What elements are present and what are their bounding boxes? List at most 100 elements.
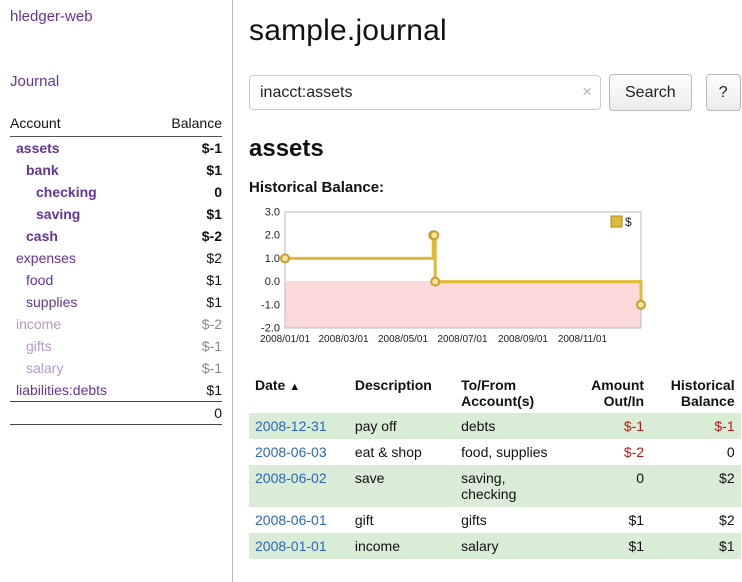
transaction-amount: 0 [636,470,645,486]
transaction-accounts: food, supplies [461,444,548,460]
brand-link[interactable]: hledger-web [10,8,93,25]
account-row: supplies $1 [10,291,222,313]
chart-title: Historical Balance: [249,179,385,196]
search-bar: × Search ? [249,74,741,111]
col-date[interactable]: Date ▲ [255,377,301,393]
register-header-row: Date ▲ Description To/From Account(s) Am… [249,373,741,413]
svg-text:0.0: 0.0 [265,276,280,288]
account-balance: $-2 [201,316,222,332]
transaction-balance: $-1 [714,418,735,434]
register-row: 2008-12-31 pay off debts $-1 $-1 [249,413,741,439]
transaction-balance: $2 [719,512,735,528]
help-button[interactable]: ? [705,74,741,111]
account-link-food[interactable]: food [26,272,54,288]
transaction-amount: $-1 [623,418,645,434]
account-row: food $1 [10,269,222,291]
account-balance: $-1 [201,338,222,354]
transaction-description: income [354,538,400,554]
sort-asc-icon: ▲ [289,381,301,393]
account-link-saving[interactable]: saving [36,206,81,222]
search-field-wrap: × [249,75,601,110]
account-row: bank $1 [10,159,222,181]
sidebar: hledger-web Journal Account Balance asse… [0,0,233,582]
transaction-description: gift [354,512,374,528]
account-row: gifts $-1 [10,335,222,357]
transaction-description: save [354,470,385,486]
account-link-gifts[interactable]: gifts [26,338,52,354]
accounts-header-balance: Balance [149,112,222,137]
historical-balance-chart: 3.0 2.0 1.0 0.0 -1.0 -2.0 2008/01/01 2008/03/01… [249,204,741,359]
account-balance: $1 [206,382,222,398]
register-row: 2008-01-01 income salary $1 $1 [249,533,741,559]
clear-search-icon[interactable]: × [582,82,592,101]
col-accounts: To/From Account(s) [461,377,535,409]
account-link-cash[interactable]: cash [26,228,58,244]
svg-text:-1.0: -1.0 [261,299,280,311]
svg-text:3.0: 3.0 [265,207,280,219]
register-row: 2008-06-03 eat & shop food, supplies $-2 0 [249,439,741,465]
transaction-accounts: saving, checking [461,470,517,502]
account-balance: $-1 [201,360,222,376]
transaction-amount: $1 [628,538,645,554]
account-row: saving $1 [10,203,222,225]
account-link-supplies[interactable]: supplies [26,294,78,310]
svg-text:2008/05/01: 2008/05/01 [378,334,428,345]
register-table: Date ▲ Description To/From Account(s) Am… [249,373,741,559]
svg-text:2008/11/01: 2008/11/01 [558,334,608,345]
transaction-date-link[interactable]: 2008-01-01 [255,538,327,554]
account-balance: $2 [206,250,222,266]
account-row: assets $-1 [10,137,222,160]
svg-text:2008/09/01: 2008/09/01 [498,334,548,345]
register-row: 2008-06-02 save saving, checking 0 $2 [249,465,741,507]
account-balance: $-1 [201,140,222,156]
transaction-date-link[interactable]: 2008-06-01 [255,512,327,528]
search-button[interactable]: Search [609,74,692,111]
accounts-total: 0 [149,401,222,425]
account-balance: $-2 [201,228,222,244]
account-link-liabilities:debts[interactable]: liabilities:debts [16,382,108,398]
transaction-balance: $1 [719,538,735,554]
svg-text:2008/03/01: 2008/03/01 [318,334,368,345]
svg-text:2008/07/01: 2008/07/01 [437,334,487,345]
transaction-amount: $1 [628,512,645,528]
account-link-income[interactable]: income [16,316,62,332]
account-balance: $1 [206,162,222,178]
account-heading: assets [249,135,324,162]
transaction-description: pay off [354,418,397,434]
col-amount: Amount Out/In [591,377,645,409]
col-balance: Historical Balance [670,377,735,409]
account-link-salary[interactable]: salary [26,360,64,376]
svg-text:2.0: 2.0 [265,230,280,242]
transaction-balance: $2 [719,470,735,486]
svg-text:2008/01/01: 2008/01/01 [260,334,310,345]
account-balance: $1 [206,206,222,222]
sidebar-item-journal[interactable]: Journal [10,73,60,90]
accounts-table: Account Balance assets $-1 bank $1 checking 0… [10,112,222,425]
search-input[interactable] [249,75,601,110]
account-balance: $1 [206,294,222,310]
svg-text:-2.0: -2.0 [261,323,280,335]
account-row: liabilities:debts $1 [10,379,222,402]
transaction-date-link[interactable]: 2008-06-03 [255,444,327,460]
transaction-balance: 0 [726,444,735,460]
svg-text:1.0: 1.0 [265,253,280,265]
account-balance: 0 [214,184,222,200]
account-balance: $1 [206,272,222,288]
page-title: sample.journal [249,14,447,47]
account-row: salary $-1 [10,357,222,379]
account-link-bank[interactable]: bank [26,162,59,178]
account-link-expenses[interactable]: expenses [16,250,76,266]
transaction-date-link[interactable]: 2008-12-31 [255,418,327,434]
svg-text:$: $ [625,215,632,229]
register-row: 2008-06-01 gift gifts $1 $2 [249,507,741,533]
transaction-amount: $-2 [623,444,645,460]
account-row: checking 0 [10,181,222,203]
account-link-assets[interactable]: assets [16,140,60,156]
account-link-checking[interactable]: checking [36,184,97,200]
transaction-accounts: debts [461,418,496,434]
accounts-header-account: Account [10,112,150,137]
transaction-date-link[interactable]: 2008-06-02 [255,470,327,486]
account-row: cash $-2 [10,225,222,247]
